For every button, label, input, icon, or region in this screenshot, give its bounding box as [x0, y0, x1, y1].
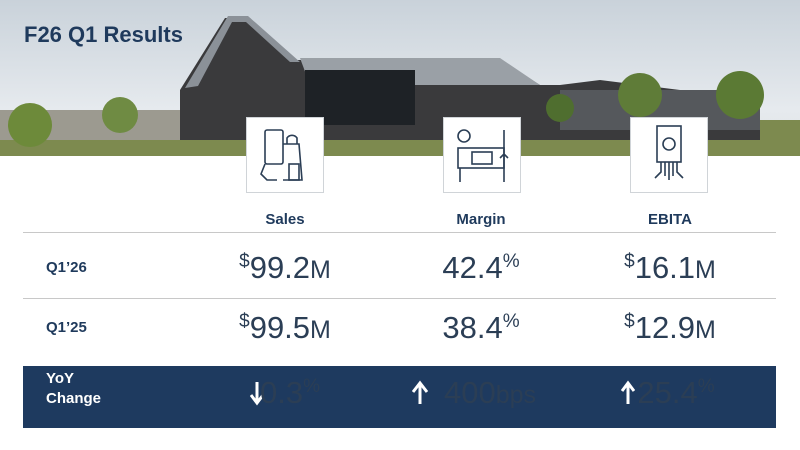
value-cell: $99.5M	[190, 310, 380, 346]
header-rule	[23, 232, 776, 233]
value-cell: 0.3%	[195, 375, 385, 411]
value: 99.2	[249, 250, 311, 285]
suffix: %	[502, 311, 520, 332]
suffix: %	[502, 251, 520, 272]
row-label: Q1’26	[46, 259, 87, 276]
value: 400	[443, 375, 496, 410]
column-header: EBITA	[648, 211, 692, 228]
suffix: %	[303, 376, 320, 397]
suffix: %	[697, 376, 715, 397]
sales-icon	[246, 117, 324, 193]
up-arrow	[621, 380, 635, 404]
suffix: M	[310, 256, 331, 284]
value: 25.4	[637, 375, 698, 410]
value: 16.1	[634, 250, 696, 285]
value: 0.3	[259, 375, 304, 410]
value: 38.4	[442, 310, 503, 345]
row-label: Q1’25	[46, 319, 87, 336]
suffix: M	[310, 316, 331, 344]
value: 99.5	[249, 310, 311, 345]
row-label: YoY Change	[46, 370, 102, 407]
value-cell: $16.1M	[575, 250, 765, 286]
prefix: $	[624, 311, 635, 332]
value-cell: $12.9M	[575, 310, 765, 346]
value-cell: 42.4%	[386, 250, 576, 286]
margin-icon	[443, 117, 521, 193]
title: F26 Q1 Results	[24, 22, 183, 47]
prefix: $	[239, 251, 250, 272]
value-cell: 38.4%	[386, 310, 576, 346]
value-cell: 25.4%	[581, 375, 771, 411]
prefix: $	[624, 251, 635, 272]
value: 12.9	[634, 310, 696, 345]
value: 42.4	[442, 250, 503, 285]
row-rule	[23, 298, 776, 299]
suffix: M	[695, 316, 716, 344]
up-arrow	[412, 380, 428, 404]
value-cell: 400bps	[395, 375, 585, 411]
value-cell: $99.2M	[190, 250, 380, 286]
prefix: $	[239, 311, 250, 332]
suffix: M	[695, 256, 716, 284]
down-arrow	[250, 382, 264, 406]
yoy-band	[23, 366, 776, 428]
column-header: Sales	[265, 211, 305, 228]
suffix: bps	[495, 381, 537, 409]
column-header: Margin	[456, 211, 506, 228]
ebita-icon	[630, 117, 708, 193]
